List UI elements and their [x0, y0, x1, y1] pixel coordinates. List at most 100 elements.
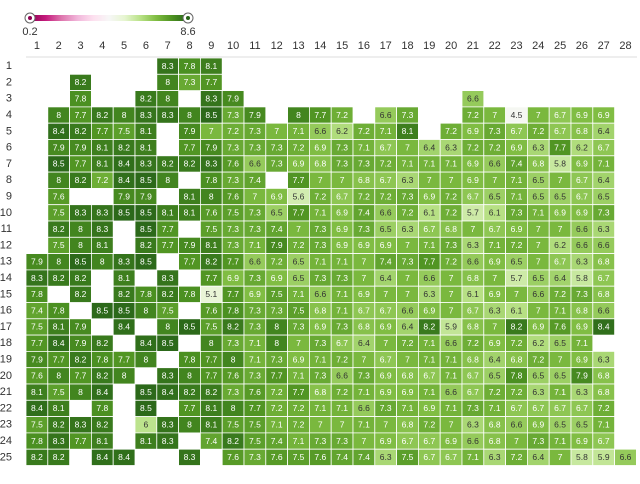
cell-label: 8.2 [140, 94, 152, 104]
cell-label: 8.3 [205, 94, 217, 104]
cell-label: 7.7 [227, 289, 239, 299]
cell-label: 7.6 [205, 208, 217, 218]
cell-label: 6.5 [576, 420, 588, 430]
cell-label: 7.8 [140, 289, 152, 299]
cell-label: 6.5 [554, 371, 566, 381]
cell-label: 6.2 [554, 240, 566, 250]
cell-label: 6.1 [423, 208, 435, 218]
y-tick-label: 14 [0, 272, 12, 284]
cell-label: 6.9 [380, 371, 392, 381]
cell-label: 6.8 [402, 420, 414, 430]
cell-label: 6.4 [358, 338, 370, 348]
cell-label: 6.7 [598, 142, 610, 152]
cell-label: 6.7 [511, 126, 523, 136]
cell-label: 6.9 [598, 110, 610, 120]
cell-label: 6.5 [532, 191, 544, 201]
cell-label: 6.6 [576, 224, 588, 234]
cell-label: 6.7 [423, 371, 435, 381]
cell-label: 6.4 [380, 273, 392, 283]
cell-label: 7 [558, 175, 563, 185]
cell-label: 7.2 [293, 420, 305, 430]
cell-label: 7.1 [423, 387, 435, 397]
cell-label: 7.2 [423, 420, 435, 430]
cell-label: 7 [383, 338, 388, 348]
cell-label: 7.7 [205, 273, 217, 283]
cell-label: 6.7 [467, 387, 479, 397]
cell-label: 8.4 [118, 452, 130, 462]
cell-label: 8 [165, 322, 170, 332]
cell-label: 8.4 [118, 175, 130, 185]
cell-label: 7.2 [227, 126, 239, 136]
cell-label: 7.3 [314, 273, 326, 283]
cell-label: 5.8 [576, 452, 588, 462]
cell-label: 6.5 [532, 273, 544, 283]
cell-label: 6 [144, 420, 149, 430]
cell-label: 6.5 [271, 208, 283, 218]
y-tick-label: 11 [1, 223, 12, 235]
cell-label: 7 [362, 257, 367, 267]
cell-label: 8.3 [162, 110, 174, 120]
cell-label: 7 [492, 322, 497, 332]
cell-label: 7.4 [31, 305, 43, 315]
cell-label: 7.9 [140, 191, 152, 201]
cell-label: 8.2 [205, 387, 217, 397]
cell-label: 7.3 [445, 240, 457, 250]
cell-label: 8 [209, 191, 214, 201]
colorbar[interactable] [30, 15, 188, 21]
cell-label: 8 [209, 338, 214, 348]
cell-label: 6.3 [467, 420, 479, 430]
cell-label: 8.1 [140, 142, 152, 152]
cell-label: 8.4 [96, 452, 108, 462]
cell-label: 6.9 [467, 126, 479, 136]
x-tick-label: 6 [143, 40, 149, 52]
cell-label: 7.6 [205, 305, 217, 315]
cell-label: 6.7 [489, 224, 501, 234]
cell-label: 6.7 [467, 191, 479, 201]
cell-label: 6.3 [402, 224, 414, 234]
x-tick-label: 19 [423, 40, 435, 52]
cell-label: 7.3 [271, 354, 283, 364]
cell-label: 6.9 [271, 273, 283, 283]
cell-label: 7.3 [271, 159, 283, 169]
cell-label: 7 [405, 354, 410, 364]
cell-label: 7.9 [118, 191, 130, 201]
x-tick-label: 26 [576, 40, 588, 52]
x-tick-label: 16 [358, 40, 370, 52]
cell-label: 8.5 [205, 110, 217, 120]
cell-label: 7.8 [511, 371, 523, 381]
cell-label: 6.3 [576, 387, 588, 397]
cell-label: 7.1 [445, 159, 457, 169]
cell-label: 7 [362, 354, 367, 364]
cell-label: 7.1 [336, 305, 348, 315]
cell-label: 8.5 [140, 208, 152, 218]
cell-label: 8.1 [118, 273, 130, 283]
cell-label: 6.8 [358, 322, 370, 332]
cell-label: 7.7 [162, 224, 174, 234]
cell-label: 6.5 [532, 175, 544, 185]
colorbar-handle-max-dot [186, 16, 190, 20]
cell-label: 8.2 [75, 126, 87, 136]
y-tick-label: 22 [0, 402, 12, 414]
cell-label: 8.2 [184, 387, 196, 397]
cell-label: 7.6 [314, 452, 326, 462]
cell [112, 318, 136, 336]
cell-label: 7.2 [467, 142, 479, 152]
cell-label: 6.5 [532, 371, 544, 381]
cell-label: 7.1 [293, 289, 305, 299]
cell-label: 6.8 [314, 387, 326, 397]
cell-label: 7 [318, 175, 323, 185]
cell-label: 6.6 [467, 436, 479, 446]
cell-label: 7.2 [380, 159, 392, 169]
cell-label: 7.4 [380, 257, 392, 267]
cell-label: 6.6 [336, 371, 348, 381]
cell-label: 7.1 [423, 240, 435, 250]
cell-label: 8.4 [96, 387, 108, 397]
cell-label: 8.3 [140, 110, 152, 120]
cell-label: 7.9 [205, 142, 217, 152]
cell-label: 8.2 [53, 452, 65, 462]
cell-label: 6.3 [380, 452, 392, 462]
cell [134, 350, 158, 369]
cell [112, 448, 136, 466]
cell-label: 6.9 [380, 387, 392, 397]
cell-label: 6.3 [423, 289, 435, 299]
